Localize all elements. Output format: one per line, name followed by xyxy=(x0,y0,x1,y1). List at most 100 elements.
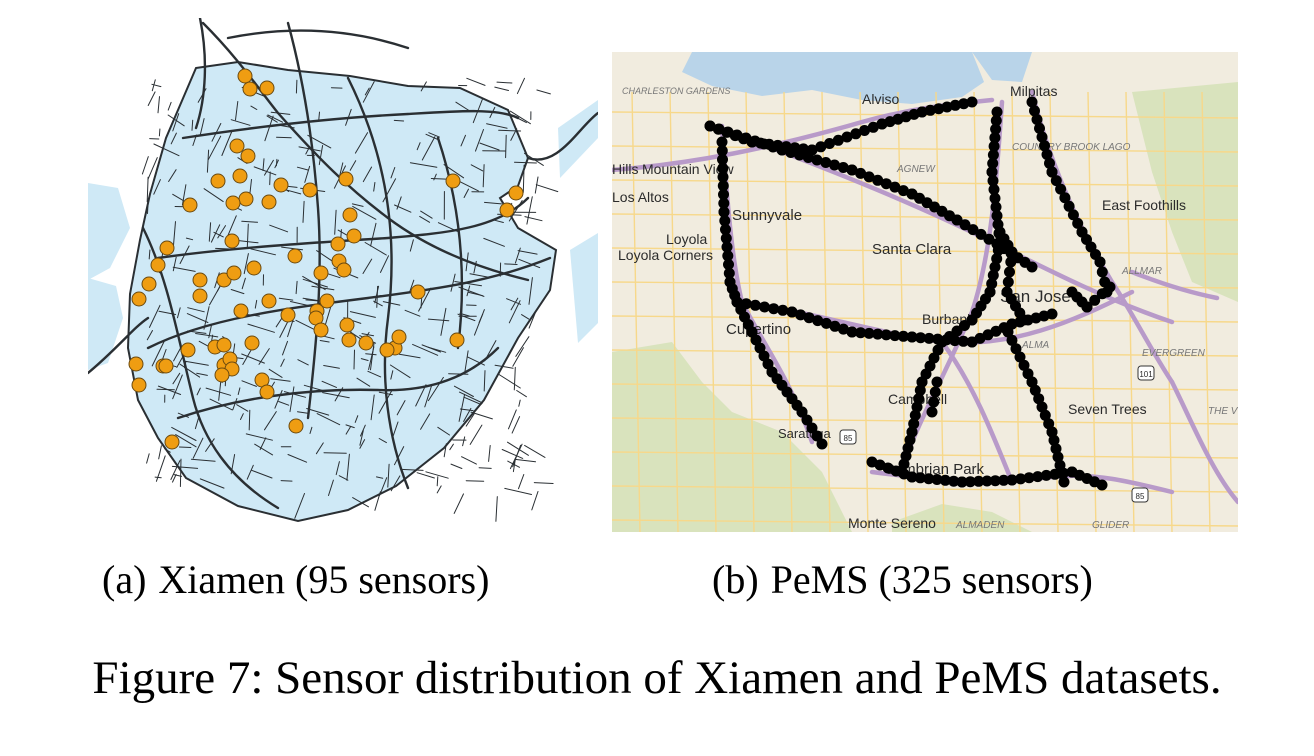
minor-road xyxy=(521,314,530,320)
minor-road xyxy=(179,245,190,264)
sensor-marker-icon xyxy=(872,174,884,186)
minor-road xyxy=(196,372,208,376)
minor-road xyxy=(518,399,521,407)
freeway xyxy=(1169,379,1241,505)
minor-road xyxy=(339,162,344,176)
sensor-marker-icon xyxy=(242,81,258,97)
minor-road xyxy=(321,380,337,388)
sensor-marker-icon xyxy=(989,261,1001,273)
minor-road xyxy=(387,463,390,488)
minor-road xyxy=(379,477,388,496)
sensor-marker-icon xyxy=(717,154,728,165)
sensor-marker-icon xyxy=(164,434,180,450)
sensor-marker-icon xyxy=(923,473,935,485)
sensor-marker-icon xyxy=(837,162,849,173)
sensor-marker-icon xyxy=(225,195,241,211)
sensor-marker-icon xyxy=(867,121,879,133)
sensor-marker-icon xyxy=(410,284,426,300)
sensor-marker-icon xyxy=(786,306,798,318)
minor-road xyxy=(448,373,469,375)
sensor-marker-icon xyxy=(931,376,943,388)
sensor-marker-icon xyxy=(949,99,961,111)
minor-road xyxy=(155,455,166,482)
place-label: Sunnyvale xyxy=(732,207,802,224)
minor-road xyxy=(158,445,162,460)
sensor-marker-icon xyxy=(237,68,253,84)
minor-road xyxy=(512,444,522,468)
minor-road xyxy=(334,387,344,402)
minor-road xyxy=(156,388,175,391)
minor-road xyxy=(157,385,182,395)
minor-road xyxy=(362,81,375,103)
minor-road xyxy=(278,401,290,406)
minor-road xyxy=(203,306,210,330)
minor-road xyxy=(533,482,554,484)
street xyxy=(611,349,1239,357)
sensor-marker-icon xyxy=(302,182,318,198)
sensor-marker-icon xyxy=(841,131,853,143)
sensor-marker-icon xyxy=(933,103,945,115)
minor-road xyxy=(396,400,406,416)
minor-road xyxy=(443,443,447,458)
sensor-marker-icon xyxy=(224,233,240,249)
sensor-marker-icon xyxy=(1050,443,1062,455)
major-road xyxy=(286,21,321,420)
minor-road xyxy=(427,376,444,402)
minor-road xyxy=(173,346,182,362)
sensor-marker-icon xyxy=(1067,209,1079,221)
minor-road xyxy=(158,128,161,137)
sensor-marker-icon xyxy=(981,475,993,487)
sensor-marker-icon xyxy=(914,472,926,484)
minor-road xyxy=(478,467,492,469)
place-label: Seven Trees xyxy=(1068,401,1147,417)
sensor-marker-icon xyxy=(740,298,752,310)
minor-road xyxy=(153,143,180,157)
minor-road xyxy=(146,453,150,464)
minor-road xyxy=(489,106,496,119)
place-label: Loyola Corners xyxy=(618,247,713,263)
minor-road xyxy=(466,77,486,86)
minor-road xyxy=(241,220,258,223)
pems-park-hills-west xyxy=(612,342,852,532)
sensor-marker-icon xyxy=(906,471,918,483)
minor-road xyxy=(449,443,454,451)
minor-road xyxy=(354,132,368,154)
place-label: Mountain View xyxy=(642,161,734,177)
sensor-marker-icon xyxy=(1049,468,1061,480)
minor-road xyxy=(141,156,149,175)
sensor-marker-icon xyxy=(777,304,789,316)
minor-road xyxy=(178,446,192,448)
sensor-marker-icon xyxy=(811,154,823,166)
minor-road xyxy=(181,184,187,206)
sensor-marker-icon xyxy=(941,101,953,113)
sensor-marker-icon xyxy=(1022,368,1034,380)
minor-road xyxy=(514,161,537,164)
minor-road xyxy=(241,277,246,290)
sensor-marker-icon xyxy=(313,322,329,338)
sensor-marker-icon xyxy=(911,401,923,413)
minor-road xyxy=(198,340,210,348)
sensor-marker-icon xyxy=(855,327,867,339)
subcaption-a: (a) Xiamen (95 sensors) xyxy=(102,556,489,604)
sensor-marker-icon xyxy=(746,136,758,148)
minor-road xyxy=(370,394,375,421)
street xyxy=(745,91,755,533)
minor-road xyxy=(470,164,484,172)
xiamen-map xyxy=(86,16,600,523)
sensor-marker-icon xyxy=(789,142,801,154)
sensor-marker-icon xyxy=(811,430,823,442)
minor-road xyxy=(392,421,399,437)
minor-road xyxy=(512,347,524,367)
minor-road xyxy=(394,204,412,213)
sensor-marker-icon xyxy=(261,293,277,309)
minor-road xyxy=(172,113,180,132)
minor-road xyxy=(463,396,482,405)
minor-road xyxy=(264,159,274,176)
minor-road xyxy=(463,188,469,198)
highway-shield-number: 85 xyxy=(1136,492,1145,501)
minor-road xyxy=(364,87,370,96)
minor-road xyxy=(151,340,165,367)
place-label: GLIDER xyxy=(1092,520,1129,531)
sensor-marker-icon xyxy=(313,265,329,281)
minor-road xyxy=(494,219,504,223)
